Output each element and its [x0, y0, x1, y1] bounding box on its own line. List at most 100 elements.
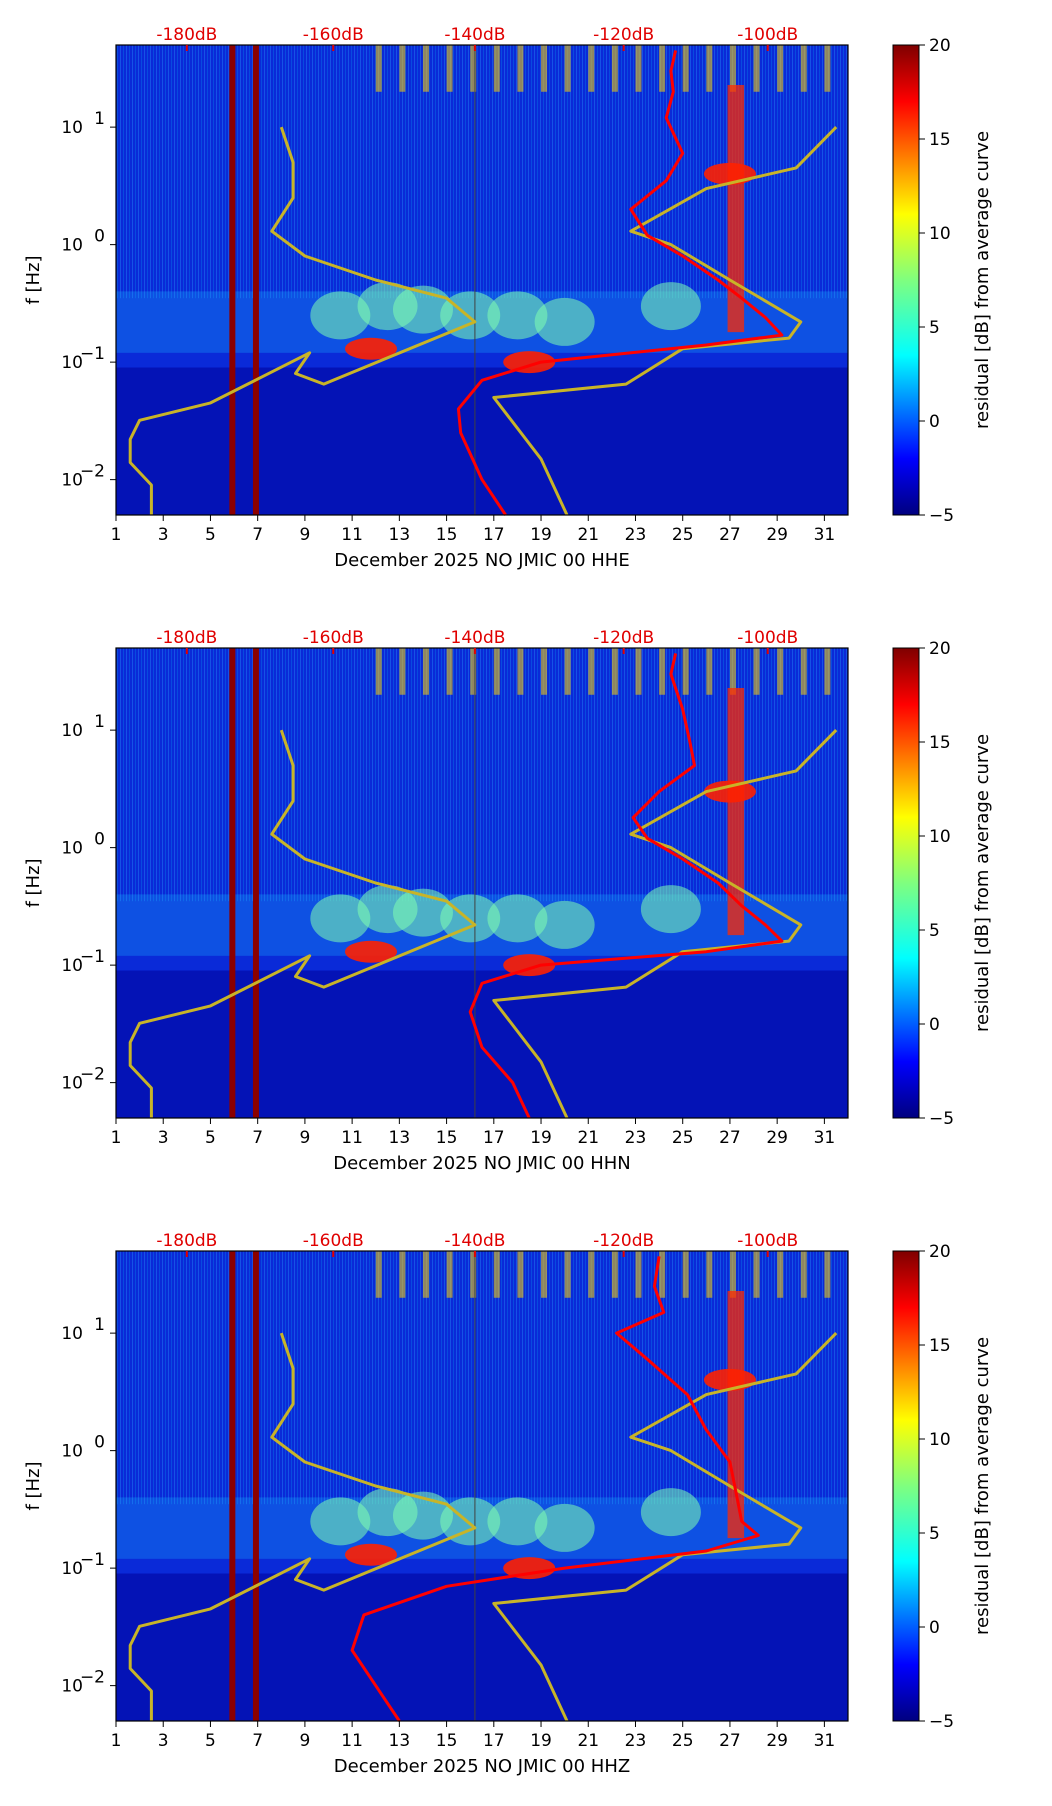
x-tick-label: 25: [672, 1128, 694, 1148]
db-tick-label: -180dB: [156, 25, 217, 45]
storm-column: [727, 1291, 745, 1539]
colorbar-tick-label: 0: [929, 1015, 940, 1035]
hf-column: [422, 45, 429, 92]
colorbar-label: residual [dB] from average curve: [972, 734, 993, 1032]
energy-blob: [534, 297, 595, 346]
hf-column: [493, 648, 500, 695]
colorbar: [892, 1250, 920, 1722]
x-tick-label: 31: [814, 1128, 836, 1148]
x-tick-label: 23: [625, 1128, 647, 1148]
hf-column: [588, 45, 595, 92]
y-axis-label: f [Hz]: [23, 1461, 44, 1510]
x-tick-label: 23: [625, 525, 647, 545]
data-gap-line: [252, 1251, 259, 1721]
db-tick-label: -140dB: [444, 1231, 505, 1251]
energy-blob: [534, 1503, 595, 1552]
x-tick-label: 27: [719, 1128, 741, 1148]
series-line: [468, 653, 784, 1119]
colorbar-tick-label: 5: [929, 921, 940, 941]
db-tick-label: -180dB: [156, 1231, 217, 1251]
hf-column: [611, 648, 618, 695]
colorbar-label: residual [dB] from average curve: [972, 1337, 993, 1635]
y-tick-label: 10: [61, 236, 83, 256]
energy-blob: [640, 282, 701, 331]
colorbar-tick-label: 10: [929, 1430, 951, 1450]
hf-column: [375, 648, 382, 695]
x-axis-label: December 2025 NO JMIC 00 HHZ: [334, 1756, 630, 1777]
x-tick-label: 5: [205, 1128, 216, 1148]
y-tick-label: 10: [61, 1074, 83, 1094]
hf-column: [493, 45, 500, 92]
highlight-blob: [703, 780, 756, 803]
x-tick-label: 9: [299, 1731, 310, 1751]
x-tick-label: 13: [389, 1731, 411, 1751]
x-tick-label: 17: [483, 1731, 505, 1751]
x-tick-label: 21: [577, 525, 599, 545]
y-tick-exponent: −1: [80, 344, 105, 364]
plot-frame: [115, 44, 849, 516]
highlight-blob: [345, 337, 398, 360]
hf-column: [800, 45, 807, 92]
x-tick-label: 27: [719, 1731, 741, 1751]
x-tick-label: 13: [389, 525, 411, 545]
series-line: [492, 729, 838, 1119]
hf-column: [824, 45, 831, 92]
hf-column: [706, 1251, 713, 1298]
x-tick-label: 15: [436, 1731, 458, 1751]
colorbar: [892, 647, 920, 1119]
x-tick-label: 21: [577, 1128, 599, 1148]
x-tick-label: 11: [341, 1731, 363, 1751]
db-tick-label: -160dB: [303, 1231, 364, 1251]
colorbar-tick-label: 0: [929, 412, 940, 432]
energy-blob: [392, 285, 453, 334]
hf-column: [682, 1251, 689, 1298]
y-tick-exponent: −1: [80, 1550, 105, 1570]
hf-column: [541, 45, 548, 92]
hf-column: [659, 648, 666, 695]
x-tick-label: 1: [111, 525, 122, 545]
energy-blob: [310, 1497, 371, 1546]
colorbar-tick-label: 15: [929, 1336, 951, 1356]
y-axis-label: f [Hz]: [23, 858, 44, 907]
data-gap-line: [229, 1251, 236, 1721]
highlight-blob: [503, 351, 556, 374]
hf-column: [541, 1251, 548, 1298]
colorbar-tick-label: 15: [929, 733, 951, 753]
x-tick-label: 19: [530, 525, 552, 545]
x-tick-label: 17: [483, 525, 505, 545]
x-tick-label: 31: [814, 525, 836, 545]
data-gap-line: [229, 648, 236, 1118]
hf-column: [564, 45, 571, 92]
x-tick-label: 17: [483, 1128, 505, 1148]
x-tick-label: 7: [252, 525, 263, 545]
noise-texture: [116, 648, 848, 902]
x-axis-label: December 2025 NO JMIC 00 HHN: [333, 1153, 631, 1174]
hf-column: [517, 1251, 524, 1298]
hf-column: [541, 648, 548, 695]
highlight-blob: [703, 1368, 756, 1391]
y-tick-exponent: 1: [94, 1315, 105, 1335]
x-tick-label: 25: [672, 525, 694, 545]
colorbar-tick-label: 15: [929, 130, 951, 150]
plot-frame: [115, 647, 849, 1119]
hf-column: [777, 648, 784, 695]
hf-column: [682, 45, 689, 92]
x-tick-label: 23: [625, 1731, 647, 1751]
low-frequency-band: [116, 367, 848, 515]
x-tick-label: 15: [436, 1128, 458, 1148]
colorbar-tick-label: 20: [929, 639, 951, 659]
hf-column: [824, 1251, 831, 1298]
y-tick-exponent: −2: [80, 1065, 105, 1085]
data-gap-line: [229, 45, 236, 515]
hf-column: [659, 1251, 666, 1298]
x-tick-label: 11: [341, 1128, 363, 1148]
y-tick-label: 10: [61, 1442, 83, 1462]
energy-blob: [487, 894, 548, 943]
series-line: [350, 1256, 760, 1722]
hf-column: [753, 648, 760, 695]
highlight-blob: [703, 162, 756, 185]
series-line: [492, 126, 838, 516]
y-tick-label: 10: [61, 721, 83, 741]
energy-blob: [487, 291, 548, 340]
